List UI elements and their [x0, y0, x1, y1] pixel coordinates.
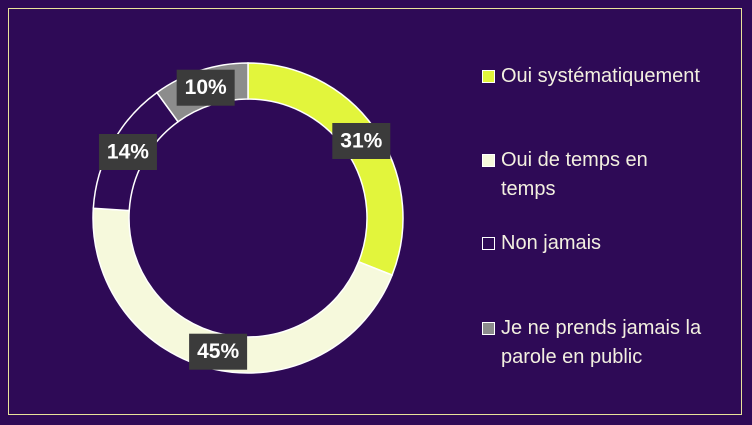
value-label: 14%	[107, 140, 149, 163]
value-label-box	[176, 69, 235, 106]
value-label: 45%	[197, 340, 239, 363]
value-label-box	[189, 333, 248, 370]
value-label: 10%	[185, 76, 227, 99]
legend-label: Je ne prends jamais la parole en public	[501, 317, 702, 368]
donut-segment	[247, 62, 404, 277]
value-label-box	[98, 133, 157, 170]
legend-item: Oui de temps en temps	[482, 146, 712, 204]
value-label: 31%	[340, 129, 382, 152]
legend-swatch	[482, 237, 495, 250]
legend-label: Non jamais	[501, 232, 602, 254]
legend-item: Je ne prends jamais la parole en public	[482, 314, 712, 372]
legend-label: Oui systématiquement	[501, 65, 700, 87]
legend-label: Oui de temps en temps	[501, 149, 648, 200]
legend-swatch	[482, 322, 495, 335]
frame	[8, 8, 742, 415]
legend-item: Oui systématiquement	[482, 62, 712, 91]
value-label-box	[332, 122, 391, 159]
legend-swatch	[482, 70, 495, 83]
legend-item: Non jamais	[482, 229, 712, 258]
donut-segment	[92, 207, 394, 374]
legend-swatch	[482, 154, 495, 167]
